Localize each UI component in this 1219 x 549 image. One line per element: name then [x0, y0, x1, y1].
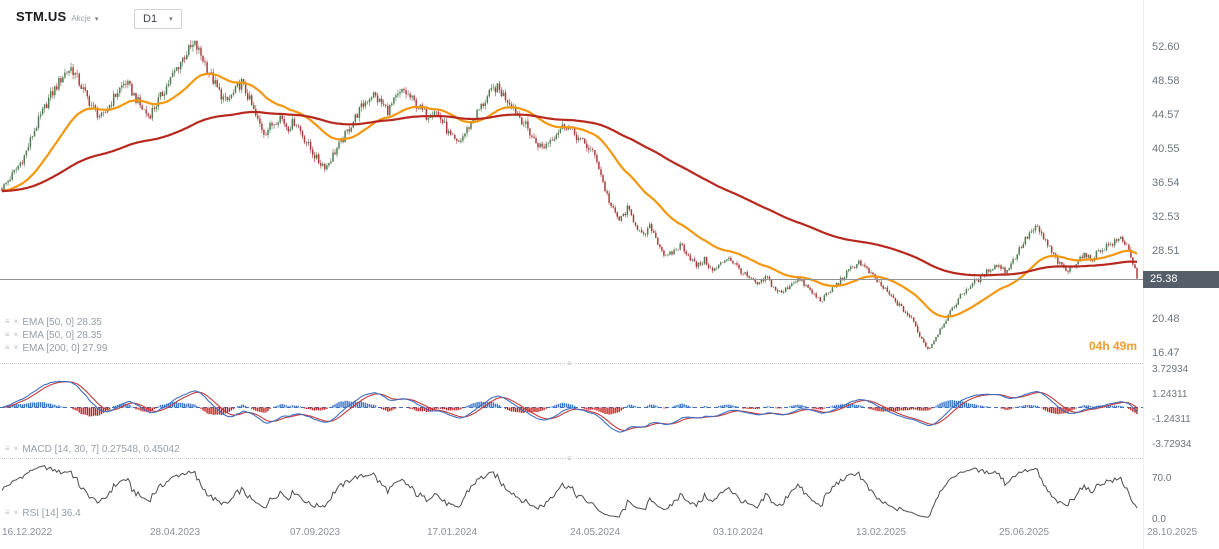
axis-label: 70.0 [1152, 472, 1172, 484]
indicator-remove-icon[interactable]: × [13, 317, 19, 326]
axis-label: 36.54 [1152, 177, 1180, 190]
time-axis-label: 07.09.2023 [290, 527, 341, 538]
axis-label: 52.60 [1152, 41, 1180, 54]
timeframe-dropdown[interactable]: D1 ▾ [134, 9, 182, 29]
indicator-settings-icon[interactable]: ≡ [5, 343, 10, 352]
axis-label: -3.72934 [1152, 438, 1192, 450]
session-countdown: 04h 49m [1088, 339, 1137, 353]
indicator-row-ema50-b: ≡ × EMA [50, 0] 28.35 [5, 329, 102, 341]
axis-label: 16.47 [1152, 347, 1180, 359]
axis-label: 3.72934 [1152, 364, 1189, 376]
axis-label: 20.48 [1152, 313, 1180, 326]
axis-label: 28.51 [1152, 245, 1180, 258]
time-axis-label: 13.02.2025 [856, 527, 907, 538]
indicator-settings-icon[interactable]: ≡ [5, 317, 10, 326]
symbol-name: STM.US [16, 9, 67, 24]
time-axis-label: 28.04.2023 [150, 527, 201, 538]
indicator-row-ema200: ≡ × EMA [200, 0] 27.99 [5, 342, 107, 354]
indicator-remove-icon[interactable]: × [13, 343, 19, 352]
indicator-settings-icon[interactable]: ≡ [5, 508, 10, 517]
axis-label: 1.24311 [1152, 389, 1188, 400]
indicator-settings-icon[interactable]: ≡ [5, 444, 10, 453]
axis-label: 40.55 [1152, 143, 1180, 156]
macd-panel-divider[interactable]: ≡ [0, 359, 1143, 368]
axis-label: 0.0 [1152, 514, 1166, 525]
last-price-badge: 25.38 [1143, 271, 1219, 288]
time-axis-label: 03.10.2024 [713, 527, 764, 538]
indicator-label: EMA [50, 0] 28.35 [22, 316, 102, 328]
instrument-selector[interactable]: STM.US Akcje ▾ [16, 9, 98, 24]
chevron-down-icon: ▾ [169, 16, 173, 23]
time-axis-label: 25.06.2025 [999, 527, 1050, 538]
indicator-settings-icon[interactable]: ≡ [5, 330, 10, 339]
indicator-row-macd: ≡ × MACD [14, 30, 7] 0.27548, 0.45042 [5, 443, 180, 455]
axis-label: 48.58 [1152, 75, 1180, 88]
timeframe-value: D1 [143, 13, 158, 25]
indicator-row-ema50-a: ≡ × EMA [50, 0] 28.35 [5, 316, 102, 328]
indicator-remove-icon[interactable]: × [13, 444, 19, 453]
indicator-label: MACD [14, 30, 7] 0.27548, 0.45042 [22, 443, 180, 455]
indicator-label: RSI [14] 36.4 [22, 507, 81, 519]
chart-canvas[interactable] [0, 0, 1143, 521]
indicator-label: EMA [50, 0] 28.35 [22, 329, 102, 341]
last-price-line [0, 279, 1143, 280]
time-axis-label: 17.01.2024 [427, 527, 478, 538]
axis-label: 44.57 [1152, 109, 1180, 122]
indicator-remove-icon[interactable]: × [13, 508, 19, 517]
market-type-label: Akcje [71, 14, 91, 23]
time-axis[interactable]: 16.12.2022 28.04.2023 07.09.2023 17.01.2024… [0, 523, 1219, 549]
time-axis-label: 24.05.2024 [570, 527, 621, 538]
time-axis-label: 28.10.2025 [1147, 527, 1198, 538]
axis-label: 32.53 [1152, 211, 1180, 223]
indicator-remove-icon[interactable]: × [13, 330, 19, 339]
time-axis-label: 16.12.2022 [2, 527, 53, 538]
indicator-label: EMA [200, 0] 27.99 [22, 342, 108, 354]
rsi-panel-divider[interactable]: ≡ [0, 454, 1143, 463]
resize-grip-icon[interactable]: ≡ [565, 454, 574, 463]
resize-grip-icon[interactable]: ≡ [565, 359, 574, 368]
indicator-row-rsi: ≡ × RSI [14] 36.4 [5, 507, 81, 519]
axis-label: -1.24311 [1152, 413, 1191, 425]
chevron-down-icon: ▾ [94, 16, 99, 23]
